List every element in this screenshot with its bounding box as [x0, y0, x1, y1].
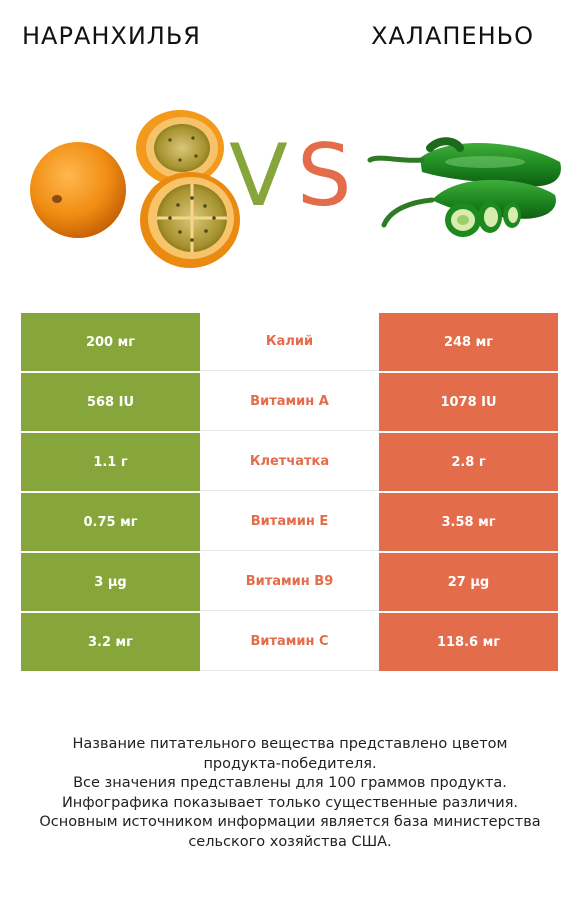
left-value-cell: 3.2 мг [21, 613, 200, 671]
right-value-cell: 1078 IU [379, 373, 558, 431]
comparison-table: 200 мг Калий 248 мг 568 IU Витамин A 1078 IU 1… [21, 313, 558, 673]
table-row: 3 µg Витамин B9 27 µg [21, 553, 558, 613]
right-value-cell: 27 µg [379, 553, 558, 611]
left-value-cell: 1.1 г [21, 433, 200, 491]
nutrient-name-cell: Витамин E [200, 493, 379, 551]
left-value-cell: 0.75 мг [21, 493, 200, 551]
right-product-title: ХАЛАПЕНЬО [371, 22, 534, 50]
nutrient-name-cell: Витамин A [200, 373, 379, 431]
footer-line: Все значения представлены для 100 граммо… [73, 775, 507, 791]
footer-line: Инфографика показывает только существенн… [61, 794, 519, 811]
left-value-cell: 3 µg [21, 553, 200, 611]
vs-s-letter: S [297, 126, 352, 226]
footer-line: Основным источником информации является … [39, 814, 541, 830]
vs-label: V S [225, 126, 352, 230]
footer-line: сельского хозяйства США. [188, 833, 392, 850]
table-row: 568 IU Витамин A 1078 IU [21, 373, 558, 433]
right-value-cell: 118.6 мг [379, 613, 558, 671]
table-row: 200 мг Калий 248 мг [21, 313, 558, 373]
table-row: 1.1 г Клетчатка 2.8 г [21, 433, 558, 493]
nutrient-name-cell: Витамин B9 [200, 553, 379, 611]
table-row: 3.2 мг Витамин C 118.6 мг [21, 613, 558, 673]
nutrient-name-cell: Витамин C [200, 613, 379, 671]
jalapeno-pepper-image [367, 137, 561, 237]
right-value-cell: 248 мг [379, 313, 558, 371]
left-value-cell: 200 мг [21, 313, 200, 371]
left-product-title: НАРАНХИЛЬЯ [22, 22, 201, 50]
vs-v-letter: V [229, 126, 288, 226]
footer-line: Название питательного вещества представл… [72, 736, 508, 752]
right-value-cell: 3.58 мг [379, 493, 558, 551]
table-row: 0.75 мг Витамин E 3.58 мг [21, 493, 558, 553]
naranjilla-fruit-image [30, 110, 240, 268]
nutrient-name-cell: Клетчатка [200, 433, 379, 491]
footer-notes: Название питательного вещества представл… [20, 735, 560, 852]
right-value-cell: 2.8 г [379, 433, 558, 491]
nutrient-name-cell: Калий [200, 313, 379, 371]
left-value-cell: 568 IU [21, 373, 200, 431]
footer-line: продукта-победителя. [203, 755, 377, 772]
